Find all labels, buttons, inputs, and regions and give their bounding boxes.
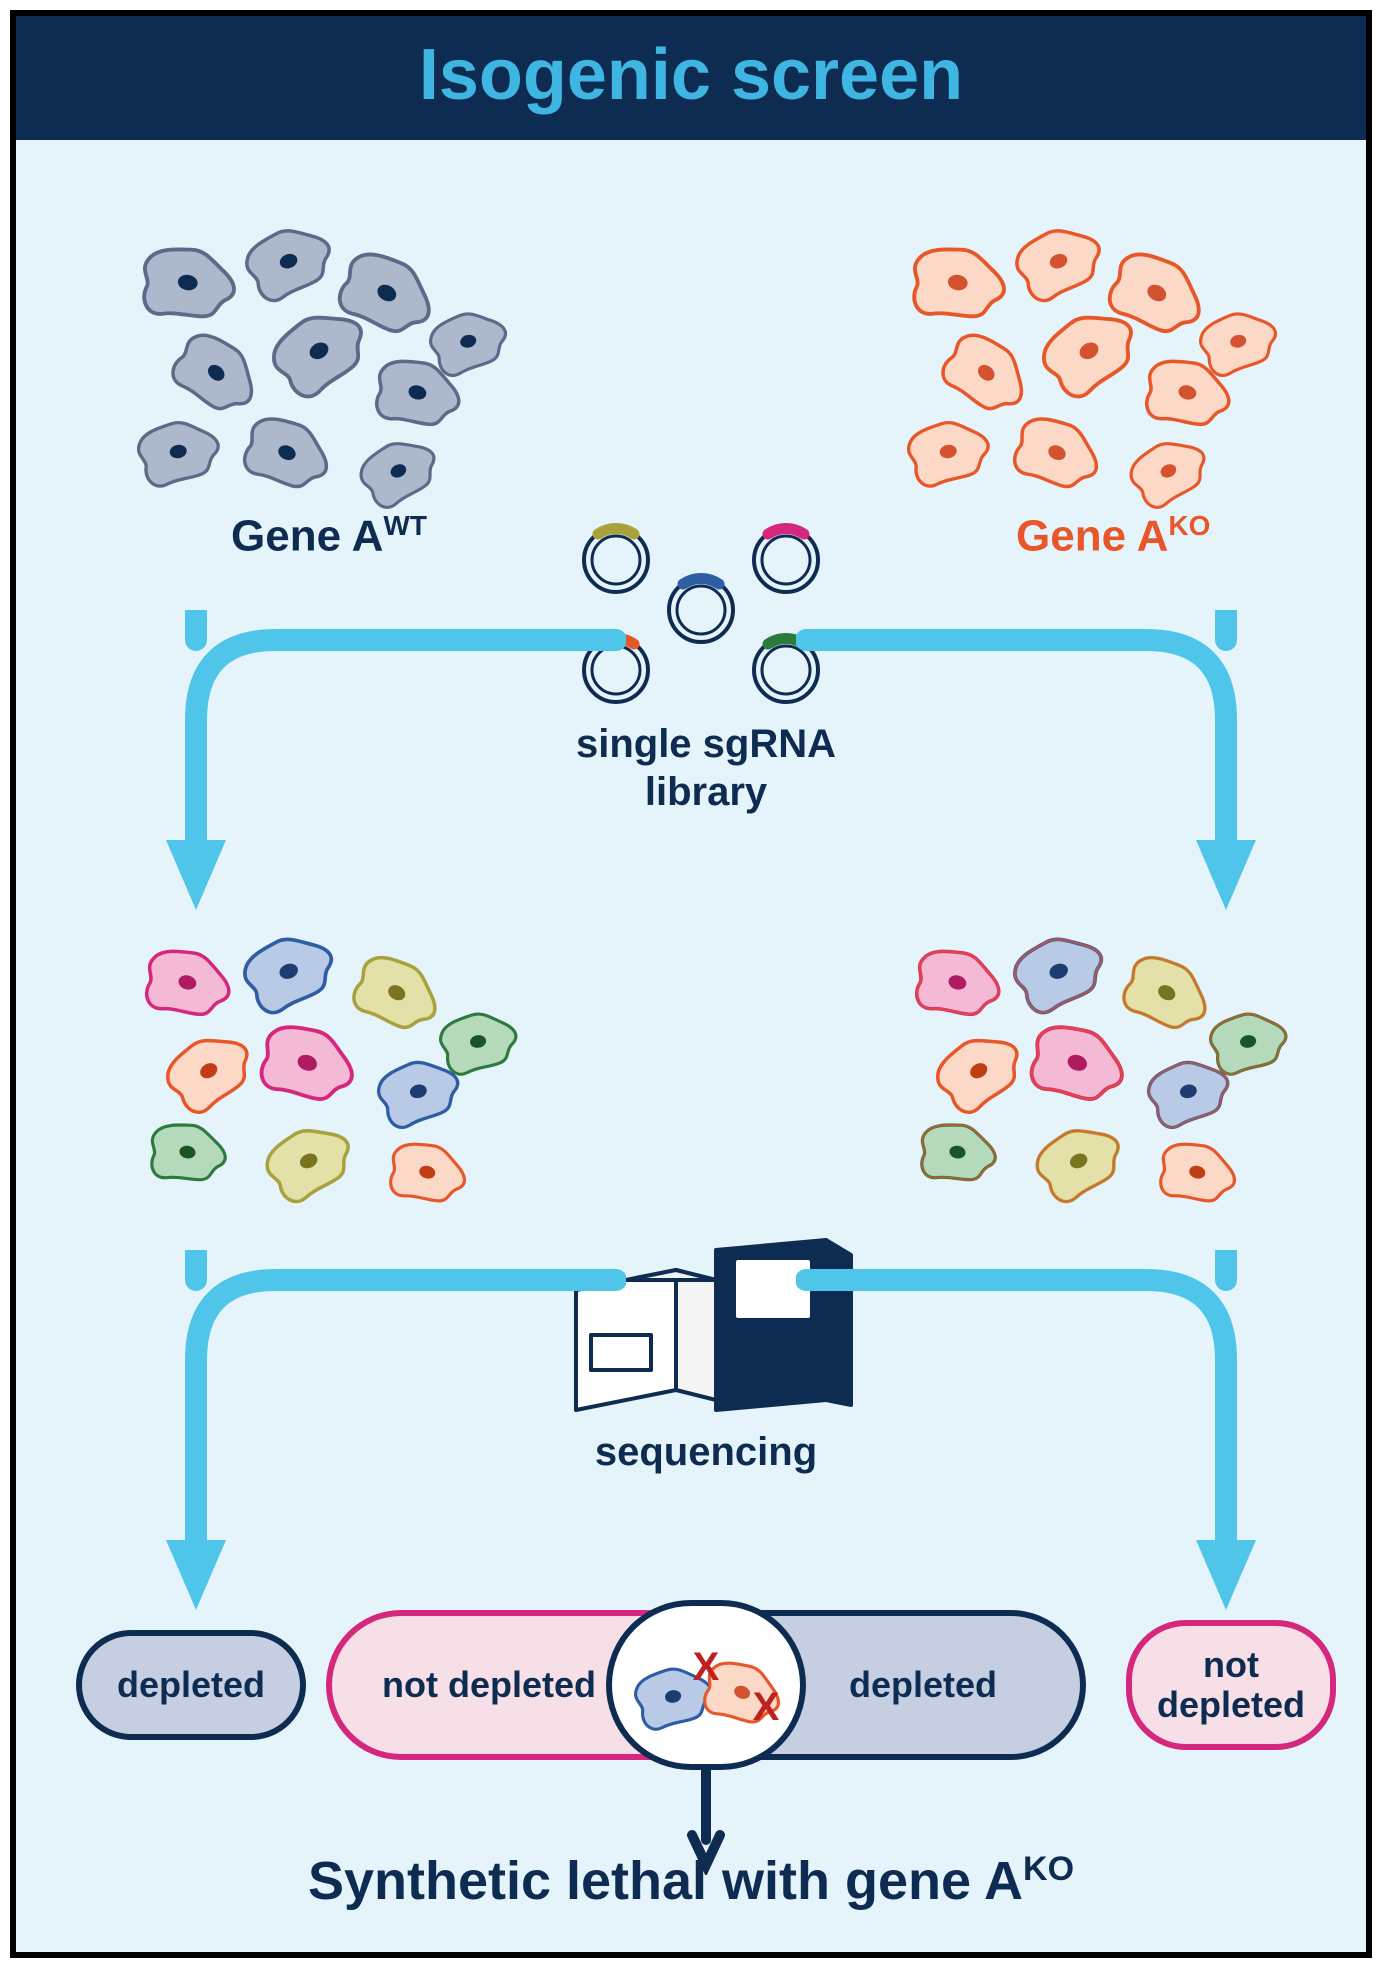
gene-ko-sup: KO xyxy=(1168,510,1210,541)
svg-text:X: X xyxy=(693,1645,720,1689)
comparison-capsule: not depleted depleted XX xyxy=(326,1610,1086,1760)
ko-cell-cluster xyxy=(876,220,1296,520)
title-bar: Isogenic screen xyxy=(16,16,1366,140)
conclusion-pre: Synthetic lethal with gene A xyxy=(308,1851,1023,1911)
arrow-ko-to-result xyxy=(796,1250,1296,1635)
depleted-capsule: depleted xyxy=(76,1630,306,1740)
wt-transduced-cells xyxy=(106,930,526,1210)
wt-cell-cluster xyxy=(106,220,526,520)
gene-ko-text: Gene A xyxy=(1016,512,1168,561)
diagram-content: Gene AWT Gene AKO single sgRNA library xyxy=(16,140,1366,1952)
conclusion-text: Synthetic lethal with gene AKO xyxy=(16,1850,1366,1912)
arrow-ko-to-transduced xyxy=(796,610,1296,955)
ko-transduced-cells xyxy=(876,930,1296,1210)
conclusion-sup: KO xyxy=(1023,1850,1074,1888)
arrow-wt-to-transduced xyxy=(126,610,626,955)
gene-wt-text: Gene A xyxy=(231,512,383,561)
not-depleted-capsule: not depleted xyxy=(1126,1620,1336,1750)
svg-text:X: X xyxy=(753,1685,780,1729)
gene-wt-label: Gene AWT xyxy=(231,510,427,562)
diagram-frame: Isogenic screen xyxy=(10,10,1372,1958)
gene-ko-label: Gene AKO xyxy=(1016,510,1210,562)
page-title: Isogenic screen xyxy=(16,34,1366,116)
overlap-lozenge: XX xyxy=(606,1600,806,1770)
arrow-wt-to-result xyxy=(126,1250,626,1635)
gene-wt-sup: WT xyxy=(383,510,427,541)
